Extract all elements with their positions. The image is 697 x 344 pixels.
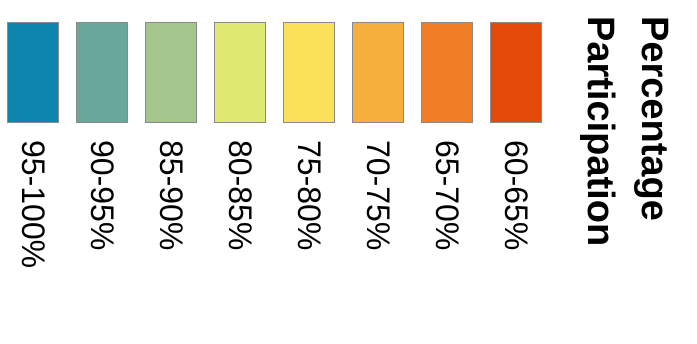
legend-swatch [421, 22, 473, 123]
legend-swatch [7, 22, 59, 123]
legend-range-label: 65-70% [429, 140, 465, 251]
legend-range-label: 80-85% [222, 140, 258, 251]
legend-swatch [352, 22, 404, 123]
legend-swatch [490, 22, 542, 123]
legend-range-label: 75-80% [291, 140, 327, 251]
legend-swatch [283, 22, 335, 123]
legend-range-label: 60-65% [498, 140, 534, 251]
legend-title-line-1: Percentage [633, 16, 675, 221]
legend-range-label: 85-90% [153, 140, 189, 251]
legend-title-line-2: Participation [579, 16, 621, 247]
legend-swatch [145, 22, 197, 123]
legend-swatch [76, 22, 128, 123]
legend-range-label: 90-95% [84, 140, 120, 251]
legend-range-label: 95-100% [15, 140, 51, 269]
legend-swatch [214, 22, 266, 123]
legend-range-label: 70-75% [360, 140, 396, 251]
